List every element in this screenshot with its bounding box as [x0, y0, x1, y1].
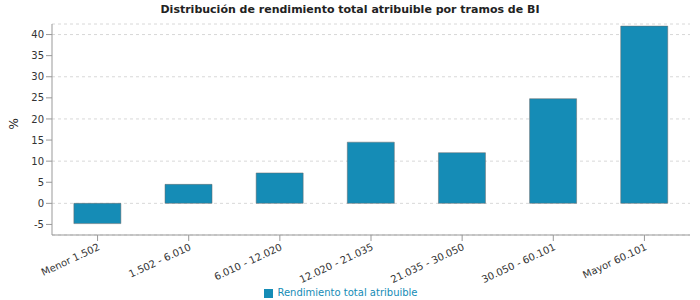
- svg-text:0: 0: [38, 198, 44, 209]
- svg-text:5: 5: [38, 177, 44, 188]
- svg-text:15: 15: [31, 135, 44, 146]
- html-text:Distribución de rendimiento to: Distribución de rendimiento total atribu…: [160, 3, 540, 16]
- svg-text:Menor 1.502: Menor 1.502: [40, 241, 102, 278]
- svg-text:40: 40: [31, 29, 44, 40]
- svg-text:12.020 - 21.035: 12.020 - 21.035: [298, 241, 375, 285]
- svg-text:21.035 - 30.050: 21.035 - 30.050: [389, 241, 466, 285]
- svg-text:30: 30: [31, 71, 44, 82]
- svg-text:20: 20: [31, 114, 44, 125]
- svg-text:30.050 - 60.101: 30.050 - 60.101: [480, 241, 557, 285]
- svg-text:25: 25: [31, 92, 44, 103]
- svg-text:Mayor 60.101: Mayor 60.101: [581, 241, 648, 280]
- svg-text:1.502 - 6.010: 1.502 - 6.010: [127, 241, 193, 279]
- html-text:Rendimiento total atribuible: Rendimiento total atribuible: [277, 287, 418, 298]
- svg-text:35: 35: [31, 50, 44, 61]
- svg-text:%: %: [8, 118, 21, 129]
- svg-text:6.010 - 12.020: 6.010 - 12.020: [212, 241, 283, 282]
- svg-text:-5: -5: [34, 219, 44, 230]
- svg-text:10: 10: [31, 156, 44, 167]
